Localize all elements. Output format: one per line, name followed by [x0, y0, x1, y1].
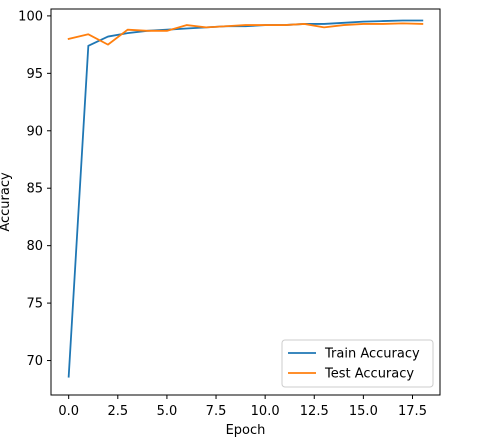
y-tick-label: 80 — [26, 239, 43, 254]
legend-label-train-accuracy: Train Accuracy — [324, 347, 420, 362]
y-tick-label: 85 — [26, 182, 43, 197]
y-tick-label: 95 — [26, 67, 43, 82]
x-tick-label: 15.0 — [349, 404, 378, 419]
series-line-train-accuracy — [67, 19, 424, 378]
legend-label-test-accuracy: Test Accuracy — [324, 367, 414, 382]
series-line-test-accuracy — [67, 22, 424, 46]
y-tick-label: 100 — [18, 9, 43, 24]
x-tick-label: 10.0 — [251, 404, 280, 419]
y-axis-title: Accuracy — [0, 172, 13, 232]
legend-box — [281, 339, 434, 388]
x-tick-label: 0.0 — [58, 404, 79, 419]
x-axis-title: Epoch — [226, 423, 266, 438]
plot-frame — [50, 8, 441, 396]
x-tick-label: 2.5 — [107, 404, 128, 419]
plot-area — [67, 19, 424, 378]
y-tick-label: 90 — [26, 124, 43, 139]
x-tick-label: 17.5 — [398, 404, 427, 419]
axes: 0.0 2.5 5.0 7.5 10.0 12.5 15.0 17.5 70 75 80 85 90 95… — [18, 8, 441, 419]
x-tick-label: 5.0 — [157, 404, 178, 419]
y-tick-label: 75 — [26, 297, 43, 312]
x-tick-label: 12.5 — [300, 404, 329, 419]
legend: Train Accuracy Test Accuracy — [281, 339, 434, 388]
x-tick-label: 7.5 — [206, 404, 227, 419]
y-tick-label: 70 — [26, 354, 43, 369]
